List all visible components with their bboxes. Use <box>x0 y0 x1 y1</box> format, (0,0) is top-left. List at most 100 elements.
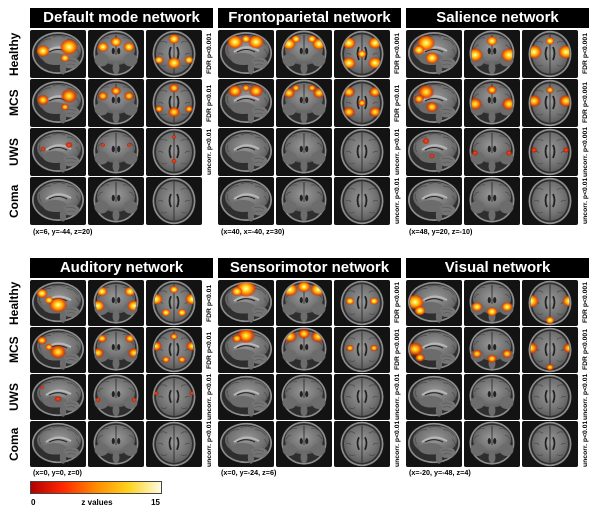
panel-title: Default mode network <box>30 8 213 28</box>
brain-slice-axial <box>146 421 202 467</box>
brain-anatomy <box>334 177 390 225</box>
activation-blob <box>154 56 164 64</box>
activation-overlay <box>471 349 513 364</box>
coordinates-label: (x=48, y=20, z=-10) <box>409 227 473 236</box>
activation-blob <box>297 328 311 339</box>
brain-anatomy <box>276 374 332 420</box>
brain-slice-sagittal <box>218 30 274 78</box>
activation-blob <box>185 293 194 305</box>
activation-blob <box>530 94 542 108</box>
row-label-mcs: MCS <box>7 336 21 364</box>
activation-overlay <box>154 333 194 364</box>
brain-anatomy <box>522 421 578 467</box>
brain-slice-sagittal <box>406 421 462 467</box>
brain-slice-axial <box>146 128 202 176</box>
brain-slice-sagittal <box>406 30 462 78</box>
row-label-coma: Coma <box>7 427 21 461</box>
brain-anatomy <box>522 374 578 420</box>
activation-blob <box>247 35 265 49</box>
brain-anatomy <box>276 177 332 225</box>
brain-anatomy <box>218 374 274 420</box>
brain-slice-coronal <box>88 280 144 326</box>
brain-slice-sagittal <box>30 374 86 420</box>
brain-slice-axial <box>522 128 578 176</box>
panel-salience-network: Salience network FDR p<0.001 FDR p<0.001 un… <box>406 8 593 237</box>
activation-blob <box>171 158 177 164</box>
activation-overlay <box>36 336 67 359</box>
activation-blob <box>486 354 498 364</box>
threshold-label: uncorr. p<0.01 <box>393 420 401 468</box>
activation-blob <box>501 97 513 111</box>
activation-blob <box>369 297 379 305</box>
activation-blob <box>471 302 483 312</box>
coordinates-label: (x=0, y=-24, z=6) <box>221 468 277 477</box>
activation-blob <box>177 308 187 317</box>
brain-anatomy <box>334 374 390 420</box>
activation-blob <box>59 39 79 55</box>
activation-blob <box>36 336 48 345</box>
coordinates-label: (x=0, y=0, z=0) <box>33 468 82 477</box>
threshold-label: uncorr. p<0.01 <box>393 177 401 225</box>
brain-anatomy <box>464 280 520 326</box>
activation-overlay <box>471 150 513 156</box>
activation-blob <box>168 34 180 44</box>
row-label-coma: Coma <box>7 184 21 218</box>
activation-blob <box>471 48 484 62</box>
brain-anatomy <box>522 30 578 78</box>
brain-anatomy <box>334 421 390 467</box>
activation-blob <box>161 308 171 317</box>
activation-blob <box>486 85 498 95</box>
brain-slice-axial <box>522 374 578 420</box>
brain-slice-coronal <box>276 327 332 373</box>
activation-blob <box>368 106 382 118</box>
threshold-label: uncorr. p<0.01 <box>581 420 589 468</box>
colorbar-gradient <box>30 481 162 494</box>
activation-blob <box>161 356 171 364</box>
brain-slice-axial <box>522 280 578 326</box>
brain-anatomy <box>464 421 520 467</box>
activation-blob <box>471 349 483 359</box>
threshold-label: uncorr. p<0.01 <box>581 177 589 225</box>
activation-blob <box>169 285 179 294</box>
brain-slice-coronal <box>276 128 332 176</box>
activation-overlay <box>410 341 426 363</box>
activation-blob <box>110 37 122 47</box>
activation-blob <box>65 141 73 149</box>
activation-blob <box>345 344 355 352</box>
activation-overlay <box>413 35 439 64</box>
activation-blob <box>226 35 244 49</box>
activation-blob <box>126 142 132 148</box>
activation-overlay <box>345 344 379 352</box>
brain-slice-axial <box>146 280 202 326</box>
activation-blob <box>95 347 105 359</box>
brain-anatomy <box>88 177 144 225</box>
activation-blob <box>505 150 513 156</box>
activation-blob <box>227 84 243 98</box>
coordinates-label: (x=40, x=-40, z=30) <box>221 227 285 236</box>
brain-slice-coronal <box>88 327 144 373</box>
activation-blob <box>60 54 70 62</box>
brain-anatomy <box>146 177 202 225</box>
brain-slice-axial <box>146 327 202 373</box>
brain-anatomy <box>146 421 202 467</box>
row-label-healthy: Healthy <box>7 32 21 76</box>
brain-slice-sagittal <box>30 280 86 326</box>
brain-anatomy <box>146 128 202 176</box>
activation-blob <box>357 50 367 58</box>
activation-blob <box>562 147 570 153</box>
activation-overlay <box>154 34 194 69</box>
activation-blob <box>530 341 539 355</box>
brain-slice-coronal <box>88 79 144 127</box>
brain-slice-coronal <box>464 79 520 127</box>
activation-overlay <box>530 147 570 153</box>
brain-anatomy <box>218 128 274 176</box>
activation-blob <box>36 94 50 106</box>
colorbar-title: z values <box>81 498 113 507</box>
activation-blob <box>501 302 513 312</box>
colorbar-max-label: 15 <box>151 498 160 507</box>
activation-overlay <box>36 288 68 313</box>
activation-blob <box>291 84 301 92</box>
activation-blob <box>185 340 194 352</box>
brain-anatomy <box>406 177 462 225</box>
activation-blob <box>557 45 570 59</box>
